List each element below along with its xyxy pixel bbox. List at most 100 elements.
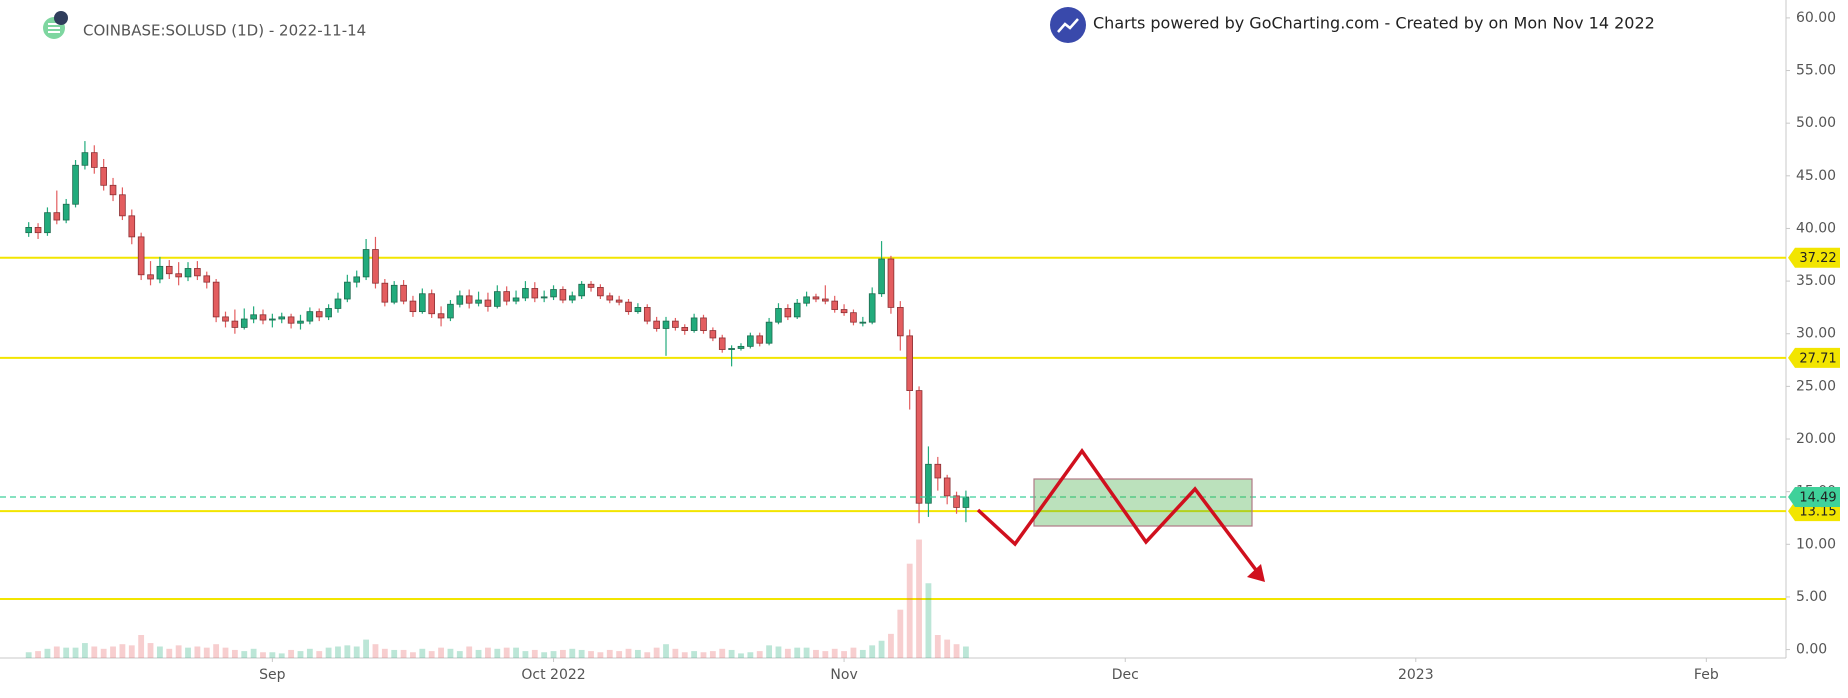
candle-body <box>447 303 454 319</box>
chart-title: COINBASE:SOLUSD (1D) - 2022-11-14 <box>83 22 366 40</box>
volume-bar <box>709 651 716 658</box>
volume-bar <box>616 651 623 658</box>
candle-body <box>419 293 426 313</box>
candle-body <box>428 293 436 315</box>
candle-body <box>897 307 904 337</box>
candle-body <box>62 203 70 221</box>
icon-globe <box>54 11 68 25</box>
logo-arrow <box>1057 18 1079 33</box>
candle-body <box>784 308 792 318</box>
volume-bar <box>166 648 173 658</box>
drawn-path <box>976 447 1261 576</box>
volume-bar <box>410 652 416 658</box>
candle-body <box>353 276 361 283</box>
candle-body <box>475 299 482 304</box>
volume-bar <box>691 651 698 658</box>
candle-body <box>203 275 211 283</box>
volume-bar <box>738 653 744 658</box>
volume-bar <box>222 647 229 658</box>
brand-logo[interactable] <box>1050 7 1086 43</box>
volume-bar <box>588 651 594 658</box>
candle-body <box>512 297 520 302</box>
y-tick-label: 10.00 <box>1796 536 1836 552</box>
volume-bar <box>897 609 904 658</box>
candle-body <box>175 273 182 278</box>
candle-body <box>269 318 276 321</box>
volume-bar <box>953 644 960 658</box>
candle-body <box>690 317 698 331</box>
candle-body <box>456 295 464 305</box>
candle-body <box>287 316 295 324</box>
volume-bar <box>466 646 473 658</box>
x-tick-label: 2023 <box>1398 667 1434 683</box>
volume-bar <box>681 652 688 658</box>
volume-bar <box>194 646 201 658</box>
candle-body <box>484 299 492 307</box>
candle-body <box>906 335 913 391</box>
candle-body <box>465 295 473 304</box>
candle-body <box>100 166 107 186</box>
volume-bar <box>241 651 248 658</box>
volume-bar <box>625 648 632 658</box>
volume-bar <box>672 648 679 658</box>
volume-bar <box>363 639 369 658</box>
candle-body <box>306 311 314 322</box>
candle-body <box>400 284 407 302</box>
volume-bar <box>419 648 426 658</box>
candle-body <box>437 313 445 319</box>
y-tick-label: 55.00 <box>1796 63 1836 79</box>
volume-bar <box>231 649 238 658</box>
level-tag-box <box>1788 347 1840 368</box>
volume-bar <box>522 651 529 658</box>
candle-body <box>34 227 42 234</box>
volume-bar <box>297 651 304 658</box>
candle-body <box>25 227 32 234</box>
candle-body <box>119 194 126 217</box>
candle-body <box>803 296 810 304</box>
candle-body <box>559 289 567 301</box>
volume-bar <box>278 653 285 658</box>
volume-bar <box>925 583 932 658</box>
volume-bar <box>438 647 444 658</box>
volume-bar <box>269 652 276 658</box>
volume-bar <box>663 644 669 658</box>
volume-bar <box>606 649 613 658</box>
symbol-icon[interactable] <box>43 11 68 39</box>
y-tick-label: 50.00 <box>1796 115 1836 131</box>
volume-bar <box>531 649 538 658</box>
volume-bar <box>728 649 735 658</box>
volume-bar <box>63 647 70 658</box>
volume-bar <box>719 648 726 658</box>
y-tick-label: 25.00 <box>1796 378 1836 394</box>
candle-body <box>606 295 614 301</box>
volume-bar <box>138 635 145 658</box>
volume-bar <box>869 645 876 658</box>
candle-body <box>887 258 895 308</box>
volume-bar <box>44 648 51 658</box>
volume-bar <box>35 651 41 658</box>
candle-body <box>700 317 707 331</box>
volume-bar <box>944 639 951 658</box>
candle-body <box>634 307 642 313</box>
volume-bar <box>344 645 351 658</box>
icon-line <box>48 31 60 33</box>
candle-body <box>934 463 942 479</box>
volume-bar <box>634 649 641 658</box>
volume-bar <box>831 648 838 658</box>
volume-bar <box>541 652 548 658</box>
level-tag-label: 37.22 <box>1799 251 1836 266</box>
candle-body <box>372 249 379 284</box>
y-tick-label: 5.00 <box>1796 589 1827 605</box>
candle-body <box>962 496 970 508</box>
volume-bar <box>316 651 323 658</box>
candle-body <box>531 288 539 299</box>
candle-body <box>587 283 595 288</box>
volume-bar <box>335 646 341 658</box>
volume-bar <box>475 649 482 658</box>
volume-bar <box>456 651 463 658</box>
level-tag-label: 13.15 <box>1799 505 1836 520</box>
candle-body <box>503 291 510 302</box>
volume-bar <box>391 649 398 658</box>
